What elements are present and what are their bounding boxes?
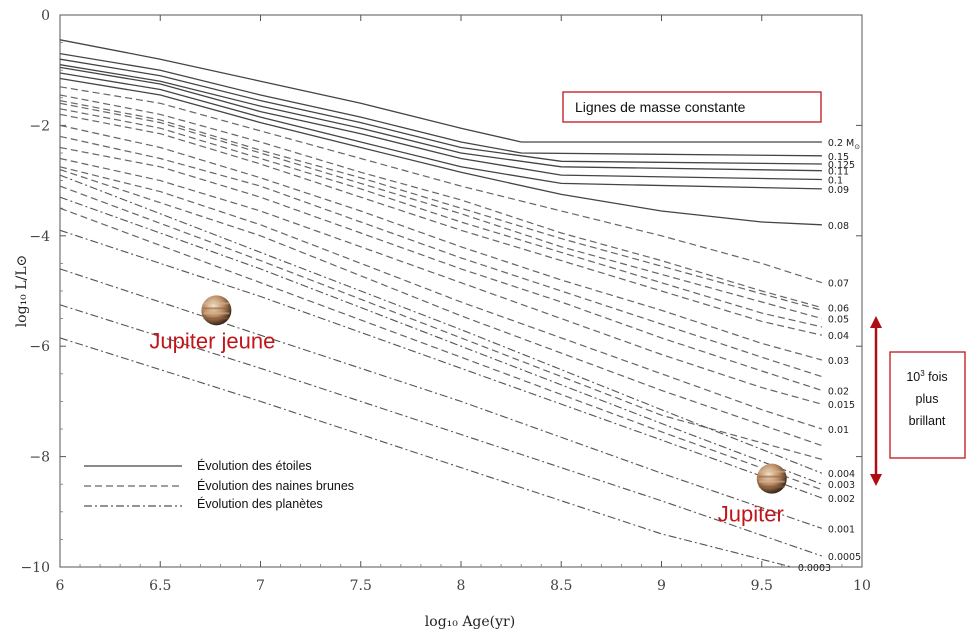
x-tick-label: 6 <box>56 578 65 594</box>
mass-label: 0.002 <box>828 494 855 505</box>
curve-0.1 <box>60 66 822 181</box>
curve-0.15 <box>60 52 822 157</box>
curve-extra <box>60 185 823 460</box>
curve-extra <box>60 135 823 378</box>
mass-label: 0.1 <box>828 175 843 186</box>
curve-0.015 <box>60 157 823 405</box>
y-tick-label: −10 <box>20 560 50 576</box>
jupiter-young-marker: Jupiter jeune <box>149 295 275 353</box>
mass-label: 0.015 <box>828 400 855 411</box>
legend-label-planets: Évolution des planètes <box>197 496 323 511</box>
mass-label: 0.0005 <box>828 552 861 563</box>
axis-ticks: 6 6.5 7 7.5 8 8.5 9 9.5 10 0 −2 −4 −6 −8 −10 <box>20 8 870 594</box>
mass-label: 0.001 <box>828 524 855 535</box>
x-tick-label: 8 <box>457 578 466 594</box>
curve-0.003 <box>60 196 823 485</box>
mass-box-text: Lignes de masse constante <box>575 99 746 115</box>
planet-label: Jupiter <box>718 502 784 527</box>
jupiter-marker: Jupiter <box>718 463 787 527</box>
legend-label-stars: Évolution des étoiles <box>197 458 312 473</box>
mass-label: 0.11 <box>828 167 849 178</box>
mass-label: 0.15 <box>828 152 849 163</box>
mass-label: 0.09 <box>828 185 849 196</box>
brightness-note: 103 fois plus brillant <box>870 316 966 486</box>
y-tick-label: −6 <box>29 339 50 355</box>
x-tick-label: 6.5 <box>149 578 171 594</box>
mass-label: 0.08 <box>828 221 849 232</box>
brightness-note-line2: plus <box>916 392 939 406</box>
curve-0.04 <box>60 113 823 336</box>
curve-0.02 <box>60 146 823 391</box>
mass-label: 0.125 <box>828 160 855 171</box>
y-tick-label: −8 <box>29 450 50 466</box>
x-tick-label: 10 <box>853 578 871 594</box>
mass-label: 0.04 <box>828 331 849 342</box>
curve-extra <box>60 169 823 447</box>
y-axis-title: log₁₀ L/L⊙ <box>14 255 30 328</box>
curves <box>60 39 823 567</box>
mass-label: 0.02 <box>828 386 849 397</box>
y-tick-label: −4 <box>29 229 50 245</box>
y-tick-label: 0 <box>41 8 50 24</box>
planet-label: Jupiter jeune <box>149 328 275 353</box>
mass-label: 0.05 <box>828 315 849 326</box>
mass-label: 0.01 <box>828 425 849 436</box>
curve-0.002 <box>60 229 823 499</box>
curve-0.125 <box>60 58 822 165</box>
curve-extra <box>60 108 823 328</box>
curve-0.01 <box>60 166 823 430</box>
x-axis-title: log₁₀ Age(yr) <box>425 614 515 630</box>
x-tick-label: 7 <box>256 578 265 594</box>
curve-0.09 <box>60 72 822 190</box>
legend: Évolution des étoiles Évolution des nain… <box>84 458 354 511</box>
mass-label: 0.003 <box>828 480 855 491</box>
mass-label: 0.03 <box>828 356 849 367</box>
curve-0.2M <box>60 39 822 143</box>
planet-disc <box>201 295 232 326</box>
x-tick-label: 8.5 <box>550 578 572 594</box>
curve-0.07 <box>60 86 823 284</box>
curve-0.03 <box>60 124 823 361</box>
curve-0.11 <box>60 64 822 172</box>
mass-label: 0.004 <box>828 469 855 480</box>
brightness-note-line1: 103 fois <box>906 369 947 384</box>
curve-extra <box>60 207 823 491</box>
mass-labels: 0.2 M⊙0.150.1250.110.10.090.080.070.060.… <box>798 138 861 574</box>
y-axis-label: log₁₀ L/L⊙ <box>14 255 30 328</box>
curve-extra <box>60 100 823 311</box>
curve-0.05 <box>60 102 823 320</box>
mass-label: 0.07 <box>828 279 849 290</box>
x-tick-label: 9.5 <box>751 578 773 594</box>
x-tick-label: 9 <box>657 578 666 594</box>
x-tick-label: 7.5 <box>350 578 372 594</box>
curve-0.08 <box>60 77 822 226</box>
mass-label: 0.06 <box>828 304 849 315</box>
x-axis-label: log₁₀ Age(yr) <box>425 614 515 630</box>
legend-label-brown-dwarfs: Évolution des naines brunes <box>197 478 354 493</box>
y-tick-label: −2 <box>29 118 50 134</box>
curve-0.06 <box>60 94 823 309</box>
mass-box: Lignes de masse constante <box>562 91 822 123</box>
curve-0.0005 <box>60 304 823 557</box>
curve-0.0003 <box>60 337 792 567</box>
mass-label: 0.2 M⊙ <box>828 138 860 151</box>
brightness-note-line3: brillant <box>909 414 946 428</box>
mass-label: 0.0003 <box>798 563 831 574</box>
planet-disc <box>756 463 787 494</box>
curve-0.001 <box>60 268 823 529</box>
